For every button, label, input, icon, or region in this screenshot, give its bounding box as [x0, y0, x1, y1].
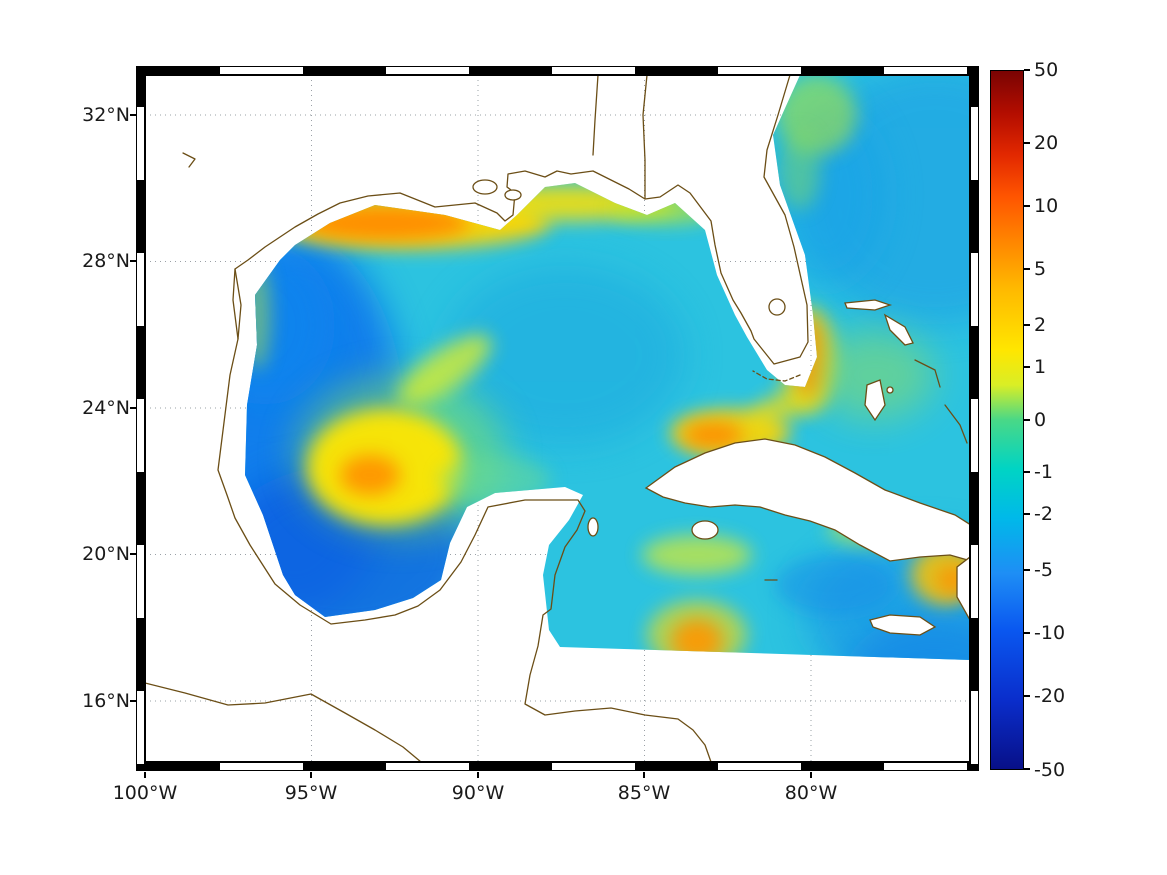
lat-tick-label-28n: 28°N [82, 250, 130, 272]
new-providence-island [886, 386, 894, 394]
islands [587, 299, 970, 636]
colorbar-label-neg10: -10 [1034, 622, 1066, 644]
continental-coastline [217, 75, 809, 762]
lat-tick-label-32n: 32°N [82, 104, 130, 126]
lake-okeechobee [768, 298, 786, 316]
lon-tick-label-95w: 95°W [284, 782, 338, 804]
lon-tick-label-80w: 80°W [784, 782, 838, 804]
colorbar-tick-mark [1024, 142, 1030, 144]
colorbar-tick-mark [1024, 366, 1030, 368]
lat-tick-label-24n: 24°N [82, 397, 130, 419]
lat-tick-mark [130, 407, 136, 409]
lat-tick-label-16n: 16°N [82, 690, 130, 712]
colorbar-tick-mark [1024, 632, 1030, 634]
colorbar-label-50: 50 [1034, 59, 1059, 81]
lat-tick-label-20n: 20°N [82, 543, 130, 565]
lat-tick-mark [130, 700, 136, 702]
lat-tick-mark [130, 260, 136, 262]
colorbar-label-neg50: -50 [1034, 759, 1066, 781]
cozumel-island [587, 517, 599, 537]
lat-tick-mark [130, 553, 136, 555]
colorbar-label-0: 0 [1034, 409, 1047, 431]
isla-juventud-island [691, 520, 719, 540]
colorbar-label-neg2: -2 [1034, 503, 1053, 525]
apalachicola-river [642, 75, 648, 200]
coastlines [145, 75, 968, 762]
map-axes [145, 75, 970, 762]
frame-band-left [136, 66, 145, 771]
lat-tick-mark [130, 114, 136, 116]
colorbar-tick-mark [1024, 205, 1030, 207]
colorbar-tick-mark [1024, 324, 1030, 326]
hispaniola-island [956, 556, 970, 622]
abaco-island [883, 313, 914, 346]
jamaica-island [869, 614, 937, 636]
colorbar-gradient [990, 70, 1024, 770]
colorbar-tick-mark [1024, 471, 1030, 473]
colorbar-tick-mark [1024, 419, 1030, 421]
grand-bahama-island [844, 299, 893, 311]
lon-tick-label-90w: 90°W [451, 782, 505, 804]
andros-island [864, 379, 886, 422]
alabama-river [592, 75, 599, 156]
lon-tick-label-85w: 85°W [617, 782, 671, 804]
lon-tick-label-100w: 100°W [112, 782, 178, 804]
colorbar-label-neg5: -5 [1034, 559, 1053, 581]
colorbar-tick-mark [1024, 768, 1030, 770]
cuba-island [644, 438, 970, 562]
colorbar-label-10: 10 [1034, 195, 1059, 217]
lon-tick-mark [310, 772, 312, 778]
frame-band-right [970, 66, 979, 771]
colorbar-tick-mark [1024, 695, 1030, 697]
colorbar-label-5: 5 [1034, 258, 1047, 280]
lon-tick-mark [144, 772, 146, 778]
eleuthera-island [914, 359, 941, 388]
texas-inland-squiggle [182, 152, 196, 168]
florida-keys [752, 370, 801, 382]
lon-tick-mark [810, 772, 812, 778]
long-island-bahamas [944, 404, 968, 444]
colorbar-tick-mark [1024, 513, 1030, 515]
frame-band-top [136, 66, 979, 75]
louisiana-marsh-lake [504, 189, 522, 201]
map-plot [145, 75, 970, 762]
texas-lagoon-line [234, 268, 242, 340]
lake-pontchartrain [472, 179, 498, 195]
lon-tick-mark [643, 772, 645, 778]
colorbar-tick-mark [1024, 69, 1030, 71]
lon-tick-mark [477, 772, 479, 778]
data-field [245, 75, 970, 660]
colorbar-tick-mark [1024, 569, 1030, 571]
colorbar-label-1: 1 [1034, 356, 1047, 378]
pacific-coastline [145, 682, 422, 762]
frame-band-bottom [136, 762, 979, 771]
colorbar-label-neg1: -1 [1034, 461, 1053, 483]
colorbar-tick-mark [1024, 268, 1030, 270]
colorbar-label-neg20: -20 [1034, 685, 1066, 707]
colorbar-label-2: 2 [1034, 314, 1047, 336]
colorbar-label-20: 20 [1034, 132, 1059, 154]
